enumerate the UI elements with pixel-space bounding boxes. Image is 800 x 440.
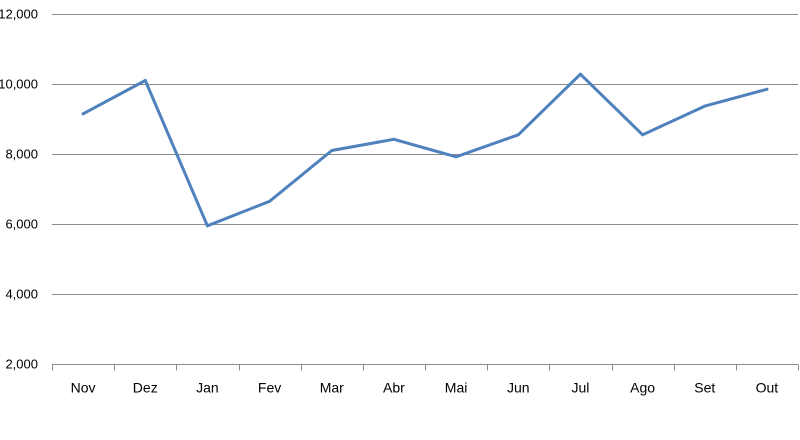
data-point (268, 199, 272, 203)
series-line (81, 72, 769, 228)
y-tick-label: 12,000 (0, 7, 38, 22)
gridlines (52, 14, 798, 295)
x-tick-label: Jun (507, 380, 530, 396)
series-layer (81, 72, 769, 228)
data-point (392, 137, 396, 141)
y-tick-label: 2,000 (5, 357, 38, 372)
data-point (454, 155, 458, 159)
y-tick-label: 6,000 (5, 217, 38, 232)
x-axis (52, 364, 799, 371)
x-tick-label: Jan (196, 380, 219, 396)
x-tick-label: Dez (133, 380, 158, 396)
x-tick-label: Nov (71, 380, 96, 396)
data-point (330, 149, 334, 152)
x-tick-label: Jul (571, 380, 589, 396)
x-tick-label: Set (694, 380, 715, 396)
x-tick-label: Mar (320, 380, 344, 396)
y-tick-label: 8,000 (5, 147, 38, 162)
data-point (703, 104, 707, 108)
x-tick-label: Abr (383, 380, 405, 396)
data-point (641, 133, 645, 137)
data-point (81, 112, 85, 116)
x-tick-label: Fev (258, 380, 281, 396)
y-tick-label: 4,000 (5, 287, 38, 302)
x-tick-label: Mai (445, 380, 468, 396)
data-point (516, 133, 520, 137)
x-tick-label: Ago (630, 380, 655, 396)
data-point (765, 87, 769, 91)
x-axis-tick-labels: Nov Dez Jan Fev Mar Abr Mai Jun Jul Ago Set Out (71, 380, 779, 396)
data-point (143, 79, 147, 82)
data-point (578, 72, 582, 76)
data-point (205, 224, 209, 228)
y-axis-tick-labels: 2,000 4,000 6,000 8,000 10,000 12,000 (0, 7, 38, 372)
x-tick-label: Out (756, 380, 779, 396)
y-tick-label: 10,000 (0, 77, 38, 92)
